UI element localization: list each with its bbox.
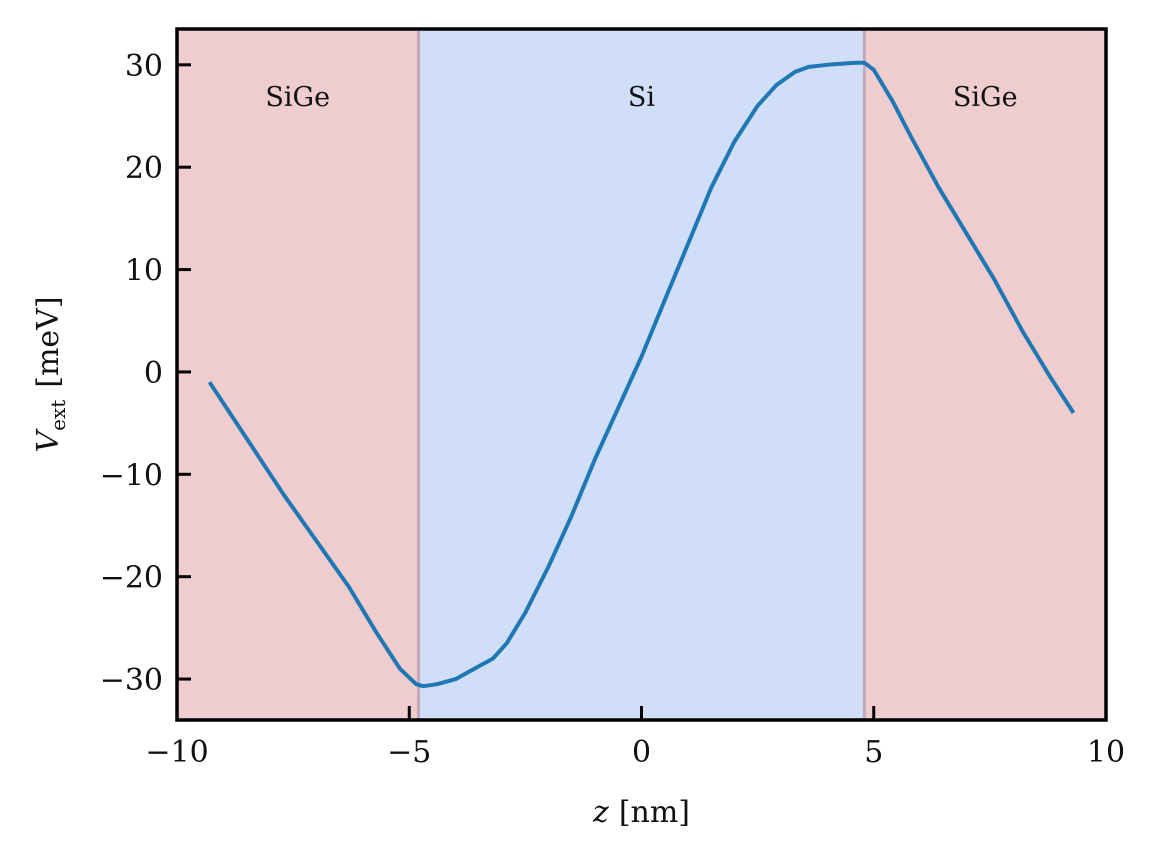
x-axis-unit: [nm] <box>619 795 690 830</box>
plot-frame <box>175 27 1108 722</box>
region-sige-2 <box>864 29 1106 720</box>
x-tick-label: −10 <box>145 735 208 770</box>
y-tick-label: 30 <box>125 49 163 84</box>
boundary-layer <box>417 29 866 720</box>
y-axis-title: Vext [meV] <box>31 296 70 452</box>
x-tick-label: 10 <box>1087 735 1125 770</box>
x-tick-label: −5 <box>387 735 431 770</box>
x-tick-label: 5 <box>864 735 883 770</box>
region-label-0: SiGe <box>265 82 330 113</box>
y-axis-unit: [meV] <box>31 296 66 387</box>
y-tick-label: 20 <box>125 151 163 186</box>
y-axis-variable: V <box>31 428 66 453</box>
series-line-0 <box>207 60 1076 689</box>
y-tick-label: 10 <box>125 254 163 289</box>
y-axis-subscript: ext <box>46 400 70 431</box>
region-label-1: Si <box>628 82 655 113</box>
y-tick-label: −30 <box>100 663 163 698</box>
y-tick-label: −10 <box>100 458 163 493</box>
region-label-layer: SiGe Si SiGe <box>265 82 1017 113</box>
region-layer <box>177 29 1106 720</box>
region-si-1 <box>418 29 865 720</box>
curve-layer <box>207 60 1076 689</box>
region-label-2: SiGe <box>953 82 1018 113</box>
x-axis-variable: z <box>592 795 609 830</box>
x-axis-title: z [nm] <box>592 795 690 830</box>
tick-layer: −10 −5 0 5 10 −30 −20 −10 0 10 20 30 <box>100 49 1125 770</box>
x-tick-label: 0 <box>632 735 651 770</box>
y-tick-label: 0 <box>144 356 163 391</box>
region-sige-0 <box>177 29 419 720</box>
y-tick-label: −20 <box>100 561 163 596</box>
